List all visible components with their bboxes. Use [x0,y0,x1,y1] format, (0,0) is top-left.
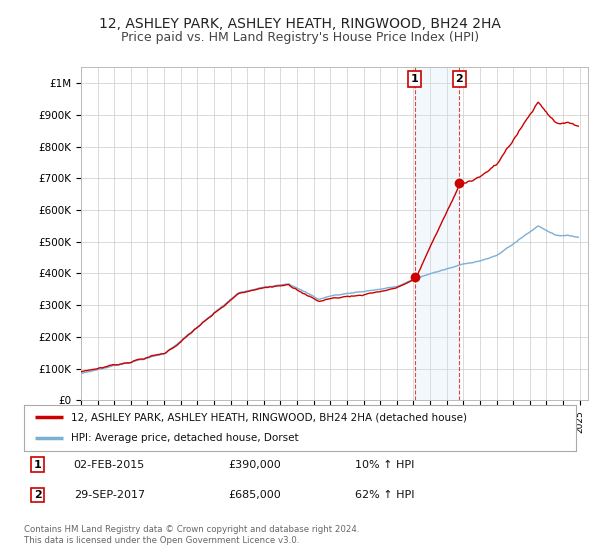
Text: 29-SEP-2017: 29-SEP-2017 [74,490,145,500]
Text: 1: 1 [411,74,419,84]
Text: 10% ↑ HPI: 10% ↑ HPI [355,460,415,470]
Text: Contains HM Land Registry data © Crown copyright and database right 2024.
This d: Contains HM Land Registry data © Crown c… [24,525,359,545]
Text: £685,000: £685,000 [228,490,281,500]
Text: 1: 1 [34,460,41,470]
Bar [415,67,459,400]
Text: 2: 2 [34,490,41,500]
Text: 12, ASHLEY PARK, ASHLEY HEATH, RINGWOOD, BH24 2HA (detached house): 12, ASHLEY PARK, ASHLEY HEATH, RINGWOOD,… [71,412,467,422]
Text: 62% ↑ HPI: 62% ↑ HPI [355,490,415,500]
Text: £390,000: £390,000 [228,460,281,470]
Text: 12, ASHLEY PARK, ASHLEY HEATH, RINGWOOD, BH24 2HA: 12, ASHLEY PARK, ASHLEY HEATH, RINGWOOD,… [99,17,501,31]
Text: Price paid vs. HM Land Registry's House Price Index (HPI): Price paid vs. HM Land Registry's House … [121,31,479,44]
Text: 2: 2 [455,74,463,84]
Text: 02-FEB-2015: 02-FEB-2015 [74,460,145,470]
Text: HPI: Average price, detached house, Dorset: HPI: Average price, detached house, Dors… [71,433,299,444]
